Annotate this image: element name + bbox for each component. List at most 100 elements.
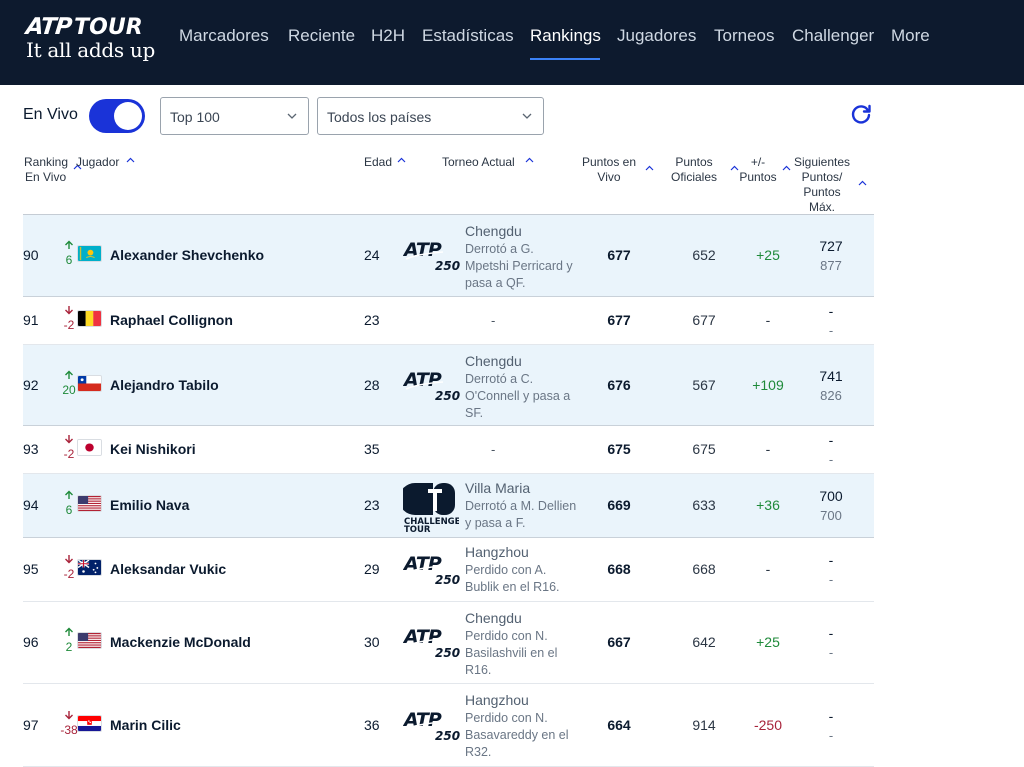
next-points-value: - xyxy=(828,432,834,448)
active-nav-underline xyxy=(530,58,600,60)
table-row[interactable]: 95 -2 Aleksandar Vukic 29 ATP 250 Hangzhou Perd… xyxy=(23,538,874,602)
column-header-next-points-line4: Máx. xyxy=(808,200,835,214)
match-result-line: Perdido con A. xyxy=(465,563,547,577)
rank-down-arrow-icon xyxy=(65,555,73,564)
next-points-cell: 700 700 xyxy=(808,488,854,523)
column-header-official-points-line2: Oficiales xyxy=(670,170,717,184)
player-name-link[interactable]: Aleksandar Vukic xyxy=(110,561,227,577)
sort-arrow-icon[interactable] xyxy=(525,157,534,163)
column-header-player[interactable]: Jugador xyxy=(76,155,120,169)
player-name-link[interactable]: Alexander Shevchenko xyxy=(110,247,265,263)
svg-text:ATP: ATP xyxy=(403,553,442,575)
match-result-line: y pasa a F. xyxy=(465,516,526,530)
live-toggle-label: En Vivo xyxy=(23,106,78,123)
tournament-name-link[interactable]: Chengdu xyxy=(465,610,522,626)
match-result-line: Perdido con N. xyxy=(465,711,548,725)
column-header-next-points[interactable]: Siguientes Puntos/ Puntos Máx. xyxy=(790,155,854,215)
jpn-flag-icon xyxy=(77,439,102,456)
match-result: Derrotó a G. Mpetshi Perricard y pasa a QF… xyxy=(465,241,583,292)
tournament-name-link[interactable]: Hangzhou xyxy=(465,692,529,708)
column-header-age[interactable]: Edad xyxy=(364,155,393,169)
player-name-link[interactable]: Marin Cilic xyxy=(110,717,181,733)
column-header-delta-points[interactable]: +/- Puntos xyxy=(736,155,780,185)
svg-text:ATP: ATP xyxy=(403,239,442,261)
chi-flag-icon xyxy=(77,375,102,392)
atp-tour-logo[interactable]: ATP TOUR It all adds up xyxy=(24,14,156,65)
row-divider xyxy=(23,537,874,538)
player-name-link[interactable]: Kei Nishikori xyxy=(110,441,196,457)
match-result: Perdido con N. Basavareddy en el R32. xyxy=(465,710,583,761)
rank-movement: -2 xyxy=(55,434,83,461)
age-cell: 28 xyxy=(364,377,380,393)
sort-arrow-icon[interactable] xyxy=(126,157,135,163)
ranking-range-select[interactable]: Top 100 xyxy=(160,97,309,135)
nav-item-challenger[interactable]: Challenger xyxy=(792,26,875,45)
table-row[interactable]: 96 2 Mackenzie McDonald 30 ATP 250 Chengdu Perd… xyxy=(23,602,874,684)
match-result-line: Basilashvili en el xyxy=(465,646,558,660)
official-points-cell: 642 xyxy=(692,634,716,650)
rank-cell: 97 xyxy=(23,717,39,733)
age-cell: 36 xyxy=(364,717,380,733)
match-result-line: Perdido con N. xyxy=(465,629,548,643)
table-row[interactable]: 90 6 Alexander Shevchenko 24 ATP 250 Chengdu De… xyxy=(23,215,874,297)
tournament-name-link[interactable]: Hangzhou xyxy=(465,544,529,560)
delta-points-cell: +109 xyxy=(752,377,784,393)
table-row[interactable]: 91 -2 Raphael Collignon 23-677 677- - - xyxy=(23,297,874,345)
nav-item-marcadores[interactable]: Marcadores xyxy=(179,26,269,45)
nav-item-jugadores[interactable]: Jugadores xyxy=(617,26,697,45)
rank-movement-value: 6 xyxy=(65,253,73,267)
svg-text:ATP: ATP xyxy=(403,626,442,648)
match-result-line: Basavareddy en el xyxy=(465,728,569,742)
tournament-name-link[interactable]: Villa Maria xyxy=(465,480,531,496)
table-row[interactable]: 93 -2 Kei Nishikori 35-675 675- - - xyxy=(23,426,874,474)
logo-wordmark: ATP TOUR xyxy=(24,14,143,40)
sort-arrow-icon[interactable] xyxy=(782,165,791,171)
tournament-name-link[interactable]: Chengdu xyxy=(465,353,522,369)
sort-arrow-icon[interactable] xyxy=(397,157,406,163)
nav-item-estadisticas[interactable]: Estadísticas xyxy=(422,26,514,45)
player-name-link[interactable]: Emilio Nava xyxy=(110,497,190,513)
column-header-live-points[interactable]: Puntos en Vivo xyxy=(578,155,640,185)
no-tournament-cell: - xyxy=(491,313,496,328)
column-header-official-points[interactable]: Puntos Oficiales xyxy=(666,155,722,185)
player-name-link[interactable]: Raphael Collignon xyxy=(110,312,233,328)
sort-arrow-icon[interactable] xyxy=(858,180,867,186)
tournament-logo: ATP 250 xyxy=(402,369,461,408)
player-name-link[interactable]: Mackenzie McDonald xyxy=(110,634,251,650)
nav-item-rankings[interactable]: Rankings xyxy=(530,26,601,45)
match-result-line: Derrotó a G. xyxy=(465,242,534,256)
table-row[interactable]: 97 -38 Marin Cilic 36 ATP 250 Hangzhou Perdido … xyxy=(23,684,874,767)
sort-arrow-icon[interactable] xyxy=(73,164,82,170)
tournament-info: Chengdu Derrotó a G. Mpetshi Perricard y pa… xyxy=(465,223,583,292)
refresh-icon[interactable] xyxy=(849,103,873,127)
sort-arrow-icon[interactable] xyxy=(730,165,739,171)
delta-points-cell: +25 xyxy=(756,247,780,263)
nav-item-h2h[interactable]: H2H xyxy=(371,26,406,45)
column-header-rank[interactable]: Ranking En Vivo xyxy=(24,155,68,185)
player-name-link[interactable]: Alejandro Tabilo xyxy=(110,377,219,393)
country-select[interactable]: Todos los países xyxy=(317,97,544,135)
live-toggle-switch[interactable] xyxy=(89,99,145,133)
tournament-name-link[interactable]: Chengdu xyxy=(465,223,522,239)
sort-arrow-icon[interactable] xyxy=(645,165,654,171)
rank-movement: 6 xyxy=(55,240,83,267)
nav-item-more[interactable]: More xyxy=(891,26,930,45)
column-header-tournament[interactable]: Torneo Actual xyxy=(442,155,515,169)
next-points-cell: -- xyxy=(808,552,854,587)
column-header-delta-points-line1: +/- xyxy=(750,155,766,169)
table-header-divider xyxy=(23,214,874,215)
rank-movement: 6 xyxy=(55,490,83,517)
max-points-value: 877 xyxy=(820,258,842,273)
nav-item-reciente[interactable]: Reciente xyxy=(288,26,356,45)
logo-atp-text: ATP xyxy=(24,14,73,40)
rank-movement-value: 20 xyxy=(62,383,76,397)
rank-movement: 2 xyxy=(55,627,83,654)
kaz-flag-icon xyxy=(77,245,102,262)
table-row[interactable]: 92 20 Alejandro Tabilo 28 ATP 250 Chengdu Derro… xyxy=(23,345,874,426)
max-points-value: 826 xyxy=(820,388,842,403)
tournament-info: Hangzhou Perdido con A. Bublik en el R16. xyxy=(465,544,583,596)
next-points-cell: -- xyxy=(808,625,854,660)
match-result-line: Derrotó a M. Dellien xyxy=(465,499,577,513)
nav-item-torneos[interactable]: Torneos xyxy=(714,26,775,45)
